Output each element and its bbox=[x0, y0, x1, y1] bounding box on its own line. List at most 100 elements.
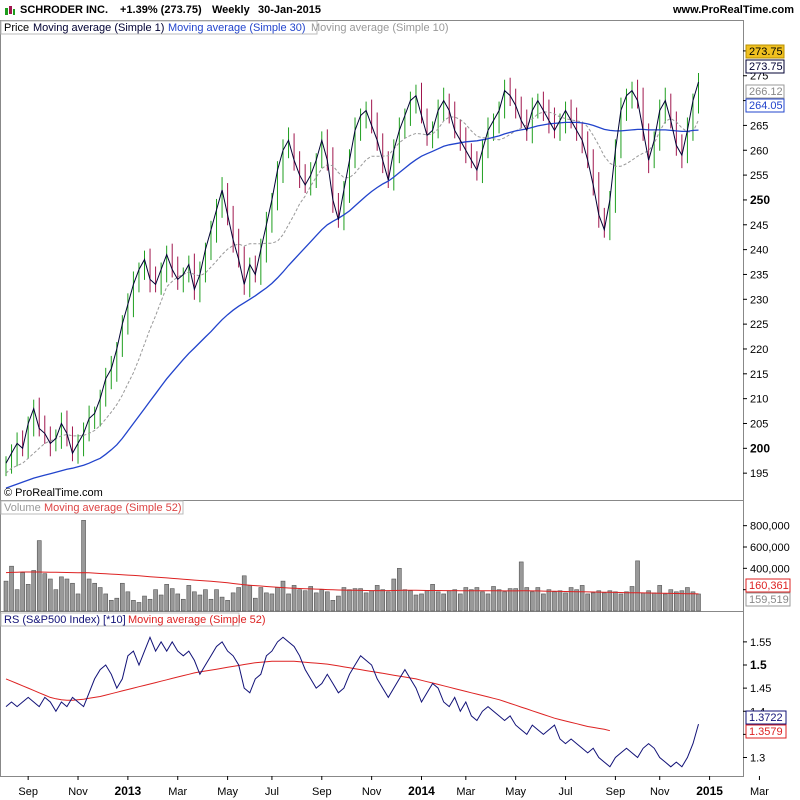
volume-bar bbox=[59, 576, 64, 612]
price-legend: Price Moving average (Simple 1) Moving a… bbox=[0, 20, 449, 35]
volume-bar bbox=[264, 592, 269, 612]
price-tick-label: 275 bbox=[750, 71, 768, 83]
volume-bar bbox=[103, 593, 109, 612]
volume-bar bbox=[502, 591, 507, 612]
volume-bar bbox=[330, 600, 336, 612]
volume-bar bbox=[674, 591, 679, 612]
volume-bar bbox=[596, 590, 602, 612]
volume-bar bbox=[302, 590, 308, 612]
volume-bar bbox=[297, 589, 302, 612]
x-tick-label: Sep bbox=[312, 786, 332, 798]
volume-bar bbox=[435, 591, 441, 612]
volume-bar bbox=[20, 572, 25, 612]
volume-bar bbox=[341, 587, 347, 612]
volume-bar bbox=[646, 590, 651, 612]
volume-bar bbox=[258, 587, 264, 612]
volume-bar bbox=[424, 590, 430, 612]
volume-series bbox=[3, 520, 701, 612]
volume-bar bbox=[529, 591, 535, 612]
x-tick-label: 2013 bbox=[115, 784, 142, 798]
volume-bar bbox=[651, 592, 657, 612]
volume-bar bbox=[496, 589, 502, 612]
x-tick-label: Mar bbox=[456, 786, 475, 798]
volume-bar bbox=[624, 591, 629, 612]
x-tick-label: Nov bbox=[362, 786, 382, 798]
legend-rs-ma: Moving average (Simple 52) bbox=[128, 614, 266, 626]
volume-bar bbox=[563, 592, 568, 612]
volume-bar bbox=[585, 593, 591, 612]
rs-series bbox=[5, 635, 699, 768]
site-label: www.ProRealTime.com bbox=[672, 4, 794, 16]
volume-bar bbox=[75, 593, 81, 612]
volume-bar bbox=[247, 585, 253, 612]
volume-bar bbox=[286, 593, 291, 612]
volume-bar bbox=[53, 589, 59, 612]
volume-bar bbox=[169, 588, 175, 612]
volume-ma-last-value: 160,361 bbox=[749, 580, 789, 592]
legend-price: Price bbox=[4, 22, 29, 34]
volume-bar bbox=[430, 584, 435, 612]
volume-bar bbox=[629, 586, 635, 612]
volume-bar bbox=[463, 587, 469, 612]
volume-bar bbox=[446, 590, 452, 612]
ma10-last-value: 266.12 bbox=[749, 86, 783, 98]
x-tick-label: Jul bbox=[265, 786, 279, 798]
price-tick-label: 250 bbox=[750, 193, 770, 207]
x-tick-label: Mar bbox=[750, 786, 769, 798]
volume-bar bbox=[413, 594, 419, 612]
volume-bar bbox=[325, 591, 330, 612]
volume-bar bbox=[546, 589, 552, 612]
volume-bar bbox=[336, 595, 341, 612]
volume-bar bbox=[457, 593, 463, 612]
x-tick-label: May bbox=[505, 786, 526, 798]
price-tick-label: 255 bbox=[750, 170, 768, 182]
volume-tick-label: 600,000 bbox=[750, 542, 790, 554]
volume-bar bbox=[36, 540, 42, 612]
price-tick-label: 215 bbox=[750, 369, 768, 381]
ma1-last-value: 273.75 bbox=[749, 61, 783, 73]
volume-bar bbox=[175, 593, 181, 612]
volume-bar bbox=[158, 594, 164, 612]
price-tick-label: 195 bbox=[750, 468, 768, 480]
volume-bar bbox=[92, 582, 97, 612]
volume-last-value: 159,519 bbox=[749, 594, 789, 606]
price-tick-label: 225 bbox=[750, 319, 768, 331]
volume-bar bbox=[31, 570, 37, 612]
volume-bar bbox=[369, 590, 374, 612]
rs-ma-line bbox=[5, 660, 611, 732]
x-tick-label: Nov bbox=[650, 786, 670, 798]
volume-last-badge: 159,519 bbox=[745, 592, 791, 607]
volume-bar bbox=[696, 593, 701, 612]
volume-bar bbox=[42, 573, 48, 612]
volume-ma-line bbox=[5, 571, 699, 595]
volume-bar bbox=[402, 589, 408, 612]
volume-bar bbox=[452, 589, 458, 612]
ma30-line bbox=[5, 121, 699, 489]
volume-bar bbox=[518, 561, 524, 612]
volume-bar bbox=[408, 590, 413, 612]
volume-bar bbox=[419, 593, 424, 612]
volume-bar bbox=[552, 591, 557, 612]
volume-bar bbox=[25, 584, 31, 612]
volume-bar bbox=[108, 600, 114, 612]
volume-bar bbox=[219, 596, 225, 612]
volume-bar bbox=[485, 593, 491, 612]
volume-bar bbox=[574, 589, 579, 612]
ma30-last-value: 264.05 bbox=[749, 100, 783, 112]
ma30-last-badge: 264.05 bbox=[745, 98, 785, 113]
volume-ma-last-badge: 160,361 bbox=[745, 578, 791, 593]
x-tick-label: 2015 bbox=[696, 784, 723, 798]
volume-bar bbox=[136, 602, 142, 612]
x-tick-label: Jul bbox=[559, 786, 573, 798]
volume-bar bbox=[153, 589, 158, 612]
price-tick-label: 245 bbox=[750, 220, 768, 232]
rs-last-value: 1.3722 bbox=[749, 712, 783, 724]
rs-legend: RS (S&P500 Index) [*10] Moving average (… bbox=[0, 612, 266, 627]
stock-icon bbox=[4, 4, 16, 16]
rs-tick-label: 1.3 bbox=[750, 753, 765, 765]
volume-bar bbox=[164, 584, 169, 612]
volume-bar bbox=[241, 575, 247, 612]
volume-bar bbox=[613, 591, 618, 612]
volume-bar bbox=[225, 600, 230, 612]
volume-bar bbox=[385, 591, 391, 612]
